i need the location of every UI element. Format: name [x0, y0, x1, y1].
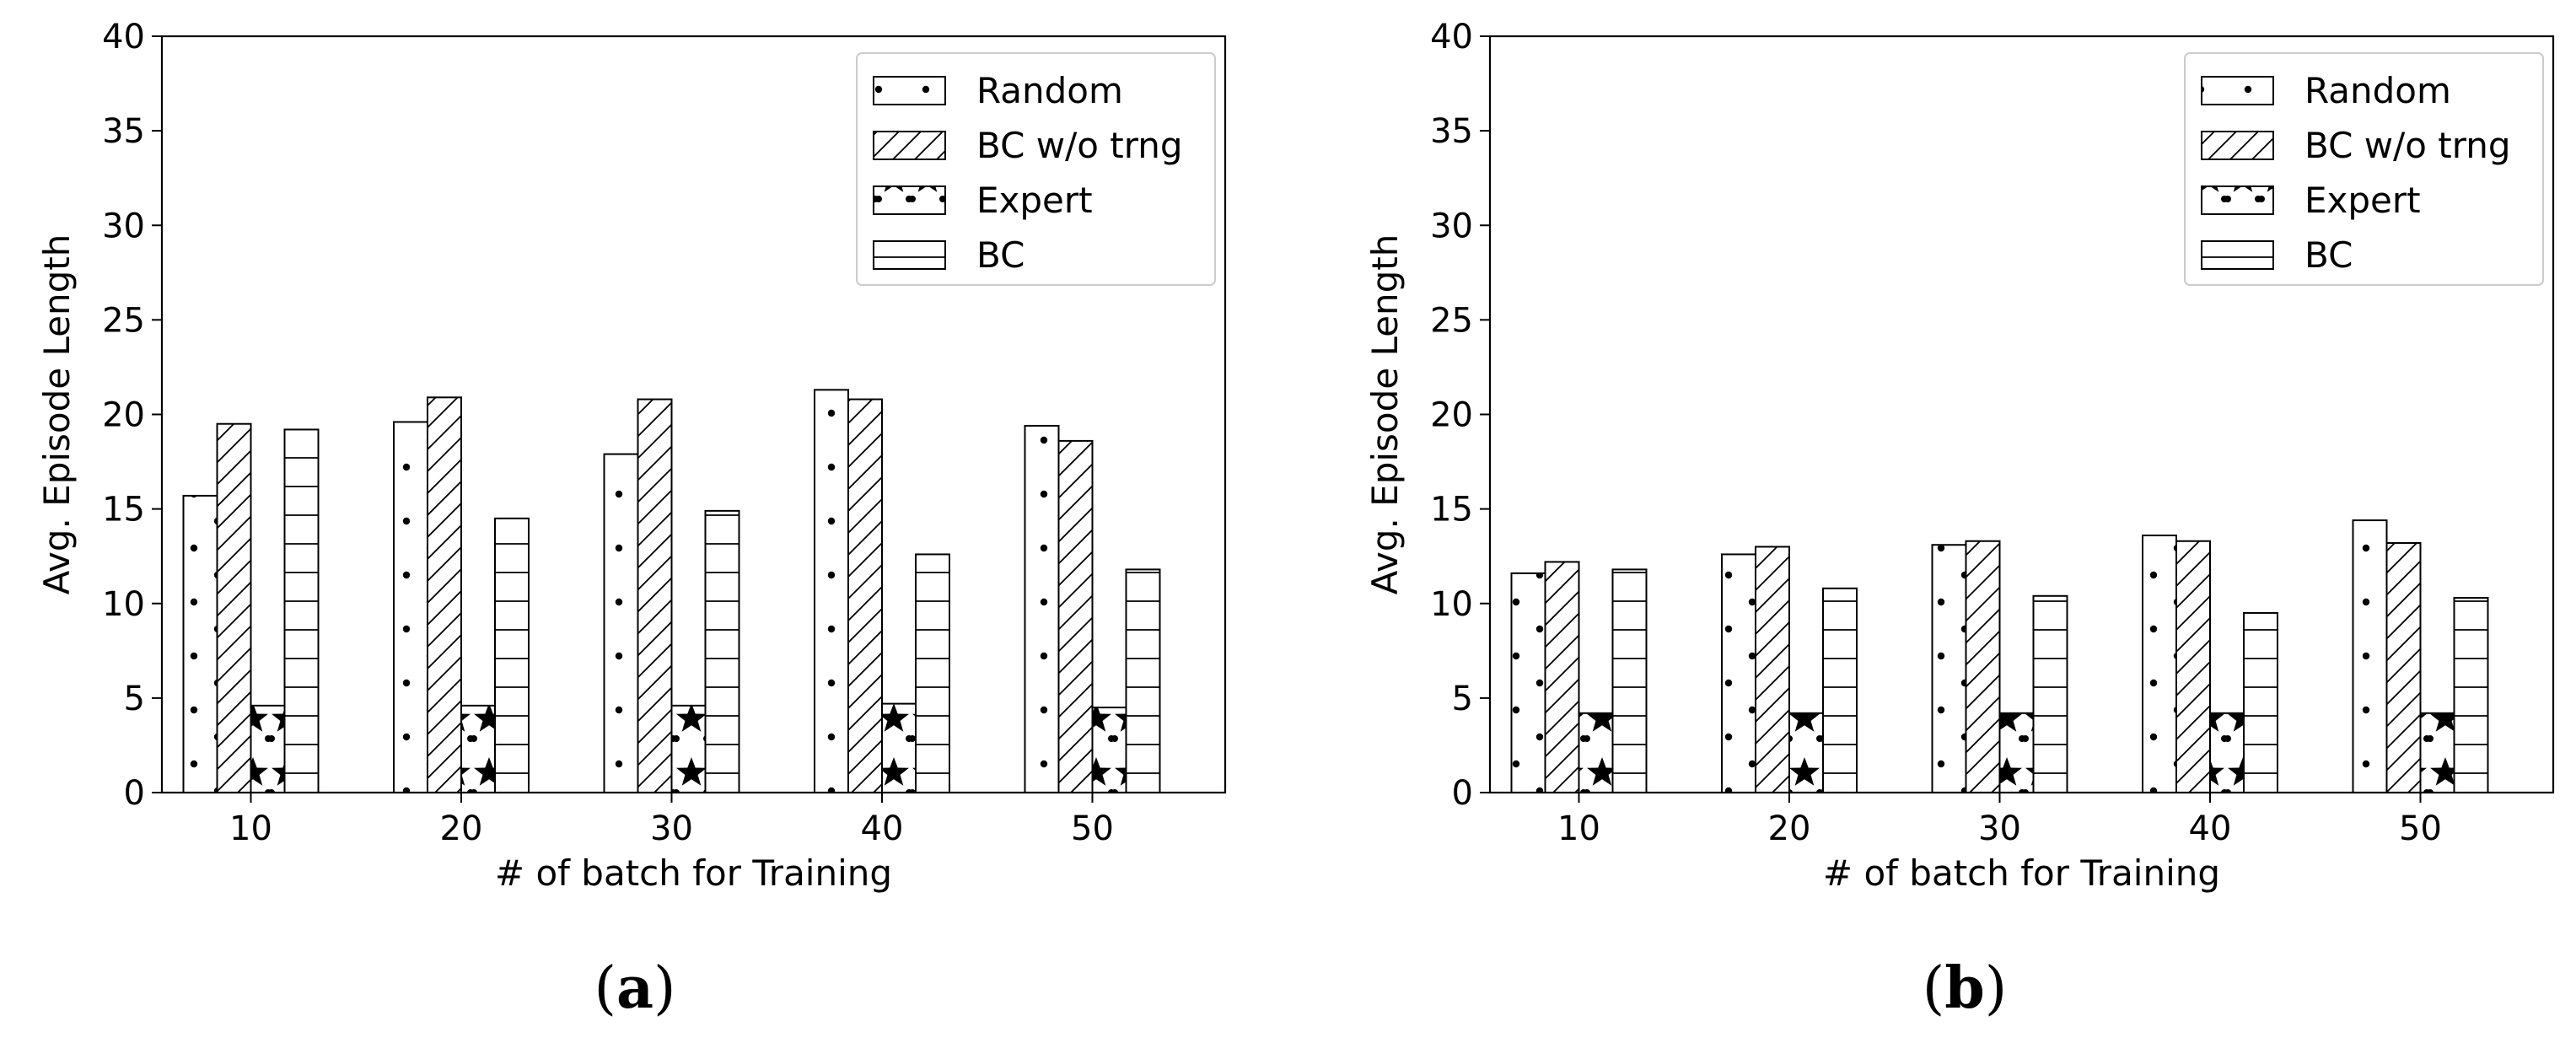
x-tick-label: 40 [2189, 809, 2232, 848]
bar-expert-20 [1788, 712, 1824, 793]
y-axis-label: Avg. Episode Length [36, 234, 78, 595]
legend-swatch-bc [873, 240, 946, 270]
y-tick-label: 10 [102, 585, 145, 624]
bar-expert-50 [1091, 707, 1127, 794]
bar-bc-10 [1611, 568, 1648, 793]
legend-label: BC [976, 234, 1024, 276]
legend: Random BC w/o trng Expert BC [856, 52, 1216, 286]
bar-bc-10 [283, 428, 320, 793]
x-tick-label: 30 [650, 809, 693, 848]
chart-panel-a: 0 5 10 15 20 25 30 35 40 10 20 30 40 50 # of batch for… [36, 18, 1227, 1022]
legend-box [2184, 52, 2544, 286]
x-tick-label: 20 [440, 809, 483, 848]
bar-bc-30 [2032, 594, 2068, 794]
bar-bc-w-o-trng-10 [1544, 561, 1580, 793]
y-tick-label: 5 [1452, 680, 1473, 718]
legend-swatch-random [873, 76, 946, 105]
x-axis-label: # of batch for Training [1823, 852, 2220, 894]
bar-bc-w-o-trng-40 [2175, 540, 2211, 793]
bar-random-20 [393, 421, 428, 793]
y-axis-label: Avg. Episode Length [1364, 234, 1406, 595]
bar-random-40 [2142, 535, 2177, 794]
bar-random-10 [1510, 572, 1546, 793]
bar-expert-40 [2209, 712, 2245, 793]
bar-random-30 [603, 453, 639, 794]
legend-swatch-expert [2201, 185, 2274, 215]
bar-random-40 [814, 389, 849, 793]
bar-bc-20 [1822, 587, 1858, 793]
panel-label: (a) [594, 954, 675, 1022]
bar-expert-30 [1998, 712, 2035, 793]
bar-expert-10 [250, 704, 286, 793]
y-tick-label: 15 [1430, 491, 1473, 530]
legend-box [856, 52, 1216, 286]
bar-random-20 [1721, 553, 1756, 793]
x-tick-label: 10 [1557, 809, 1600, 848]
x-tick-label: 40 [861, 809, 904, 848]
panel-label: (b) [1923, 954, 2008, 1022]
bar-bc-w-o-trng-20 [427, 396, 462, 793]
bar-bc-30 [704, 509, 740, 793]
bar-bc-20 [494, 517, 530, 794]
y-tick-label: 0 [124, 774, 145, 813]
bar-bc-w-o-trng-10 [216, 422, 252, 793]
y-tick-label: 30 [102, 207, 145, 245]
y-tick-label: 10 [1430, 585, 1473, 624]
bar-bc-50 [2453, 597, 2489, 794]
legend-swatch-expert [873, 185, 946, 215]
legend: Random BC w/o trng Expert BC [2184, 52, 2544, 286]
chart-panel-b: 0 5 10 15 20 25 30 35 40 10 20 30 40 50 # of batch for… [1364, 18, 2555, 1022]
bar-expert-40 [881, 702, 917, 793]
bar-random-50 [1024, 424, 1060, 793]
y-tick-label: 35 [1430, 112, 1473, 151]
x-axis-label: # of batch for Training [495, 852, 892, 894]
y-tick-label: 40 [1430, 18, 1473, 56]
bar-random-50 [2352, 519, 2388, 794]
legend-label: BC [2304, 234, 2353, 276]
y-tick-label: 0 [1452, 774, 1473, 813]
bar-expert-20 [460, 704, 496, 793]
bar-bc-40 [915, 553, 950, 793]
bar-bc-w-o-trng-50 [1057, 439, 1094, 794]
bar-bc-40 [2243, 611, 2278, 794]
bar-bc-w-o-trng-20 [1755, 546, 1790, 793]
bar-random-30 [1931, 544, 1967, 793]
x-tick-label: 50 [1071, 809, 1114, 848]
y-tick-label: 25 [102, 301, 145, 340]
y-tick-label: 40 [102, 18, 145, 56]
legend-label: BC w/o trng [2304, 125, 2511, 166]
bar-bc-w-o-trng-30 [637, 398, 673, 793]
legend-label: Random [2304, 70, 2451, 111]
legend-label: Expert [976, 180, 1093, 221]
legend-swatch-bc [2201, 240, 2274, 270]
bar-bc-w-o-trng-30 [1965, 540, 2001, 793]
x-tick-label: 50 [2399, 809, 2442, 848]
y-tick-label: 25 [1430, 301, 1473, 340]
bar-bc-w-o-trng-40 [847, 398, 883, 793]
bar-bc-50 [1125, 568, 1161, 793]
legend-swatch-bc-w-o-trng [2201, 131, 2274, 160]
y-tick-label: 5 [124, 680, 145, 718]
legend-label: Expert [2304, 180, 2421, 221]
legend-label: Random [976, 70, 1123, 111]
bar-bc-w-o-trng-50 [2385, 541, 2422, 793]
bar-expert-30 [670, 704, 707, 793]
x-tick-label: 20 [1768, 809, 1811, 848]
bar-expert-50 [2419, 712, 2455, 793]
y-tick-label: 15 [102, 491, 145, 530]
bar-random-10 [182, 494, 218, 793]
y-tick-label: 35 [102, 112, 145, 151]
legend-swatch-random [2201, 76, 2274, 105]
bar-expert-10 [1578, 712, 1614, 793]
y-tick-label: 20 [102, 396, 145, 435]
y-tick-label: 30 [1430, 207, 1473, 245]
legend-label: BC w/o trng [976, 125, 1183, 166]
x-tick-label: 10 [229, 809, 272, 848]
x-tick-label: 30 [1978, 809, 2021, 848]
y-tick-label: 20 [1430, 396, 1473, 435]
legend-swatch-bc-w-o-trng [873, 131, 946, 160]
